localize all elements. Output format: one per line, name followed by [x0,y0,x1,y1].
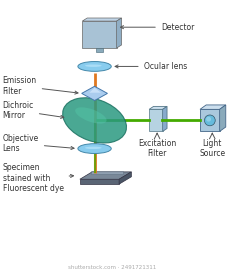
Polygon shape [82,21,117,48]
Ellipse shape [63,98,126,143]
Text: Excitation
Filter: Excitation Filter [138,139,176,158]
Ellipse shape [85,64,102,67]
Ellipse shape [85,147,102,149]
Polygon shape [80,172,131,179]
Ellipse shape [75,107,107,124]
Text: Objective
Lens: Objective Lens [3,134,74,153]
Polygon shape [82,86,107,101]
Polygon shape [119,172,131,184]
Text: Ocular lens: Ocular lens [115,62,187,71]
Text: Dichroic
Mirror: Dichroic Mirror [3,101,64,120]
Text: shutterstock.com · 2491721311: shutterstock.com · 2491721311 [68,265,156,270]
Text: Specimen
stained with
Fluorescent dye: Specimen stained with Fluorescent dye [3,163,74,193]
Polygon shape [200,109,220,131]
Polygon shape [149,109,163,131]
Text: Light
Source: Light Source [199,139,225,158]
Polygon shape [90,88,101,93]
Ellipse shape [78,62,111,71]
Polygon shape [149,106,167,109]
Text: Emission
Filter: Emission Filter [3,76,78,96]
Polygon shape [200,105,226,109]
Polygon shape [91,171,123,174]
Ellipse shape [78,144,111,153]
Circle shape [204,115,215,126]
Circle shape [206,117,211,122]
Polygon shape [117,18,122,48]
Polygon shape [82,18,122,21]
Polygon shape [96,48,103,52]
Polygon shape [80,179,119,184]
Text: Detector: Detector [121,23,194,32]
Polygon shape [220,105,226,131]
Polygon shape [163,106,167,131]
